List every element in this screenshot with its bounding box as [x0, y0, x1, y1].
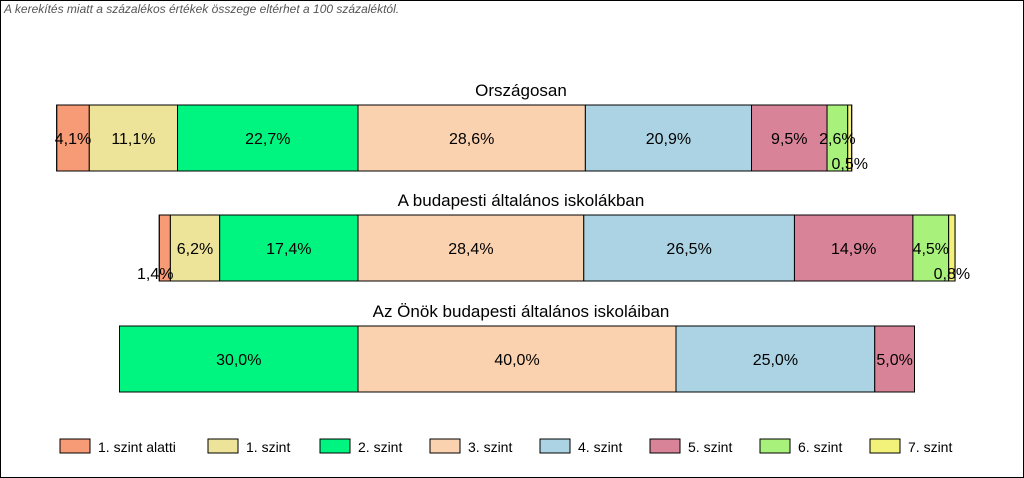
- legend-swatch: [539, 438, 571, 454]
- group-title: Az Önök budapesti általános iskoláiban: [373, 302, 670, 321]
- data-label: 4,1%: [55, 131, 91, 148]
- legend-label: 2. szint: [358, 439, 402, 455]
- bar-segment-5: [583, 214, 795, 282]
- legend: 1. szint alatti 1. szint 2. szint 3. szint 4…: [59, 438, 952, 455]
- legend-item-7: 6. szint: [759, 438, 842, 455]
- data-label: 30,0%: [216, 352, 261, 369]
- bar-segment-6: [793, 214, 914, 282]
- legend-label: 4. szint: [578, 439, 622, 455]
- bar-segment-3: [177, 104, 359, 172]
- rounding-note: A kerekítés miatt a százalékos értékek ö…: [4, 2, 400, 16]
- bar-group-2: A budapesti általános iskolákban 1,4%6,2%…: [137, 191, 970, 283]
- data-label: 25,0%: [753, 352, 798, 369]
- bar-group-3: Az Önök budapesti általános iskoláiban 30…: [119, 302, 915, 393]
- data-label: 9,5%: [771, 131, 807, 148]
- legend-item-4: 3. szint: [429, 438, 512, 455]
- bar-segment-4: [357, 325, 677, 393]
- data-label: 11,1%: [111, 131, 155, 148]
- legend-swatch: [429, 438, 461, 454]
- bar-segment-6: [874, 325, 915, 393]
- legend-label: 1. szint alatti: [98, 439, 176, 455]
- legend-item-5: 4. szint: [539, 438, 622, 455]
- legend-swatch: [319, 438, 351, 454]
- bar-group-1: Országosan 4,1% 11,1% 22,7% 28,6% 20,9% 9,5% 2,…: [55, 81, 868, 173]
- data-label: 28,6%: [449, 131, 494, 148]
- data-label: 2,6%: [819, 131, 855, 148]
- data-label: 1,4%: [137, 266, 173, 283]
- legend-item-3: 2. szint: [319, 438, 402, 455]
- bar-segment-5: [675, 325, 876, 393]
- data-label: 14,9%: [831, 241, 876, 258]
- legend-swatch: [869, 438, 901, 454]
- data-label: 5,0%: [876, 352, 912, 369]
- legend-swatch: [649, 438, 681, 454]
- bar-outline: [119, 325, 915, 393]
- bar-segment-1: [56, 104, 90, 172]
- data-label: 40,0%: [494, 352, 539, 369]
- bar-outline: [158, 214, 956, 282]
- legend-label: 5. szint: [688, 439, 732, 455]
- data-label: 17,4%: [266, 241, 311, 258]
- legend-swatch: [59, 438, 91, 454]
- legend-label: 3. szint: [468, 439, 512, 455]
- bar-segment-4: [357, 104, 586, 172]
- legend-item-8: 7. szint: [869, 438, 952, 455]
- group-title: Országosan: [475, 81, 567, 100]
- data-label: 6,2%: [177, 241, 213, 258]
- bar-segment-7: [912, 214, 950, 282]
- bar-segment-3: [119, 325, 359, 393]
- data-label: 22,7%: [245, 131, 290, 148]
- legend-label: 7. szint: [908, 439, 952, 455]
- legend-swatch: [207, 438, 239, 454]
- data-label: 4,5%: [913, 241, 949, 258]
- data-label: 28,4%: [448, 241, 493, 258]
- bar-segment-4: [357, 214, 585, 282]
- legend-label: 6. szint: [798, 439, 842, 455]
- legend-item-1: 1. szint alatti: [59, 438, 176, 455]
- bar-outline: [56, 104, 853, 172]
- legend-item-6: 5. szint: [649, 438, 732, 455]
- legend-item-2: 1. szint: [207, 438, 290, 455]
- data-label: 26,5%: [666, 241, 711, 258]
- data-label: 0,5%: [831, 156, 867, 173]
- group-title: A budapesti általános iskolákban: [398, 191, 645, 210]
- legend-label: 1. szint: [246, 439, 290, 455]
- data-label: 0,8%: [934, 266, 970, 283]
- legend-swatch: [759, 438, 791, 454]
- data-label: 20,9%: [646, 131, 691, 148]
